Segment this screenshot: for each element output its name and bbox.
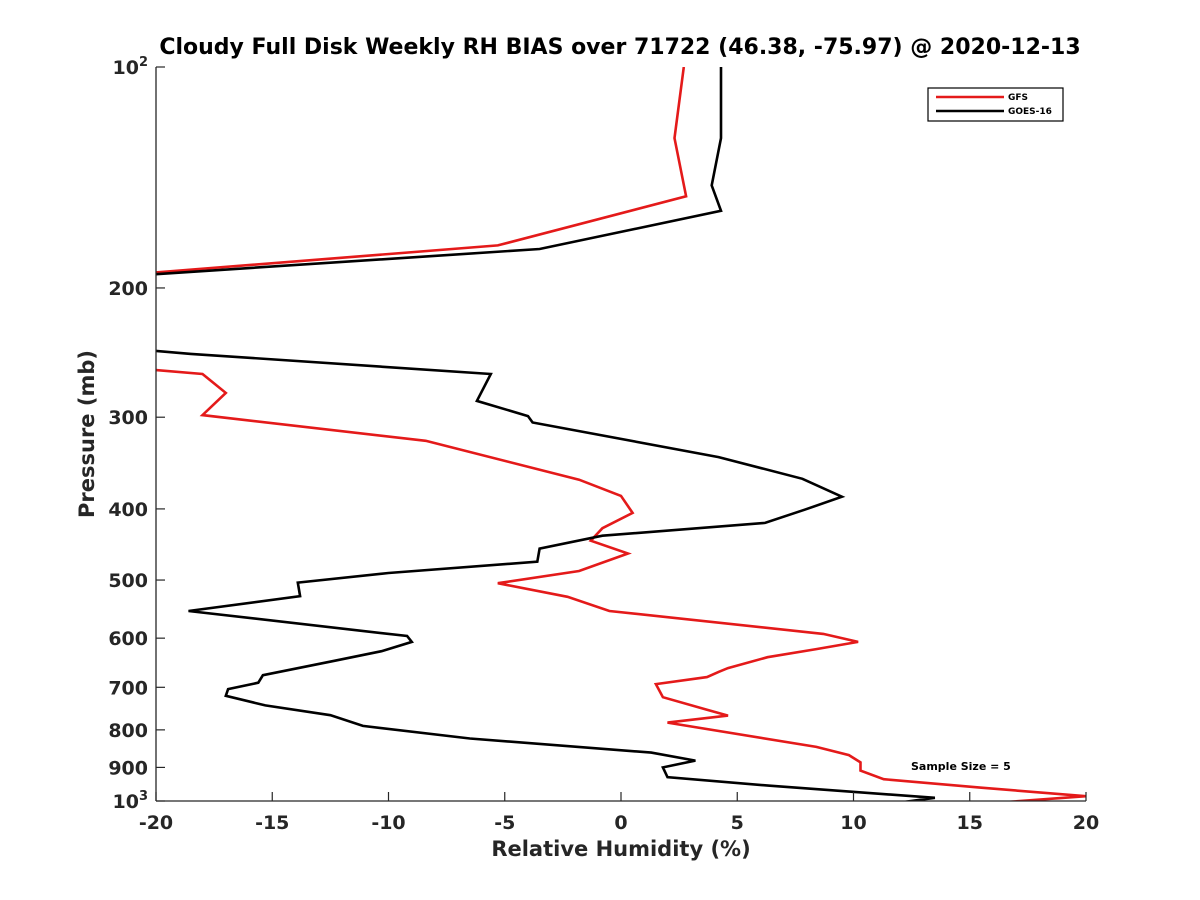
sample-size-annotation: Sample Size = 5 [911,760,1011,773]
y-tick-label: 800 [108,720,148,742]
y-tick-label: 300 [108,407,148,429]
legend-box [927,87,1064,122]
x-tick-label: 10 [840,812,866,834]
x-tick-label: -15 [255,812,289,834]
y-tick-label: 200 [108,278,148,300]
y-tick-label: 10 [113,791,139,813]
legend-label: GOES-16 [1008,107,1052,117]
y-axis-label: Pressure (mb) [75,350,99,518]
x-tick-label: 0 [614,812,627,834]
y-tick-label: 600 [108,628,148,650]
chart-title: Cloudy Full Disk Weekly RH BIAS over 717… [159,35,1080,60]
y-tick-label: 700 [108,677,148,699]
series-line-goes-16 [156,67,936,801]
x-tick-label: -20 [139,812,173,834]
x-axis-ticks: -20 -15 -10 -5 0 5 10 15 20 [139,792,1099,834]
x-tick-label: 20 [1073,812,1099,834]
legend-label: GFS [1008,93,1028,103]
series-line-gfs [156,67,1086,801]
x-tick-label: -10 [371,812,405,834]
legend: GFS GOES-16 [927,87,1064,122]
x-tick-label: 5 [731,812,744,834]
axes-frame [156,67,1086,801]
y-tick-label: 900 [108,757,148,779]
x-tick-label: -5 [494,812,515,834]
x-tick-label: 15 [957,812,983,834]
y-tick-exponent: 3 [139,789,148,804]
y-tick-label: 400 [108,499,148,521]
plot-area [156,67,1086,801]
x-axis-label: Relative Humidity (%) [491,837,750,861]
y-tick-exponent: 2 [139,55,148,70]
y-tick-label: 10 [113,57,139,79]
y-tick-label: 500 [108,570,148,592]
